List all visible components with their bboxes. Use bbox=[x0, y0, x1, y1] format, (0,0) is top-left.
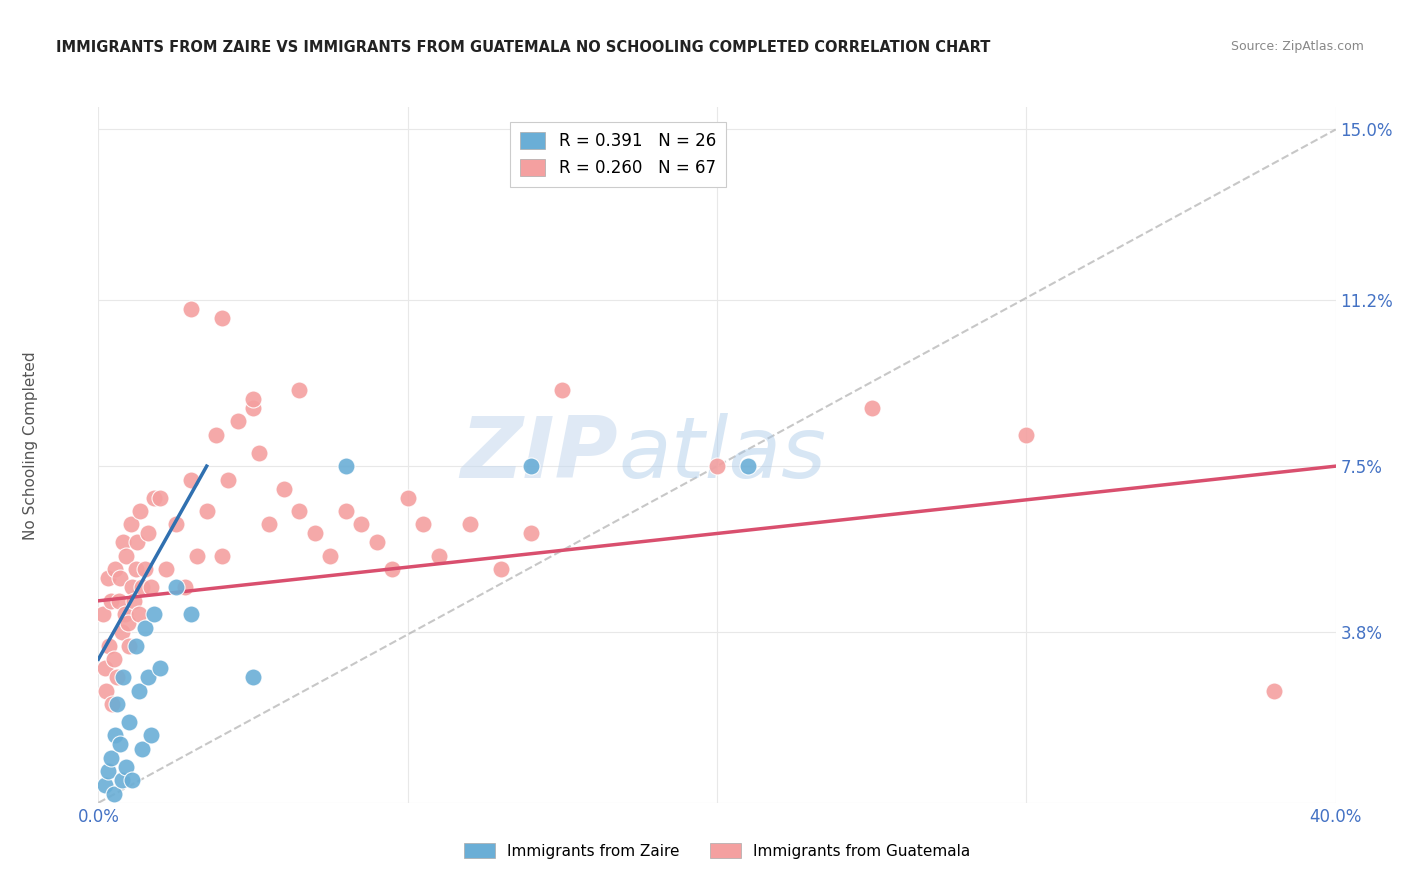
Point bbox=[98, 639, 121, 653]
Point bbox=[118, 639, 141, 653]
Point bbox=[122, 594, 145, 608]
Point bbox=[335, 459, 357, 474]
Point bbox=[105, 670, 128, 684]
Point bbox=[520, 526, 543, 541]
Point bbox=[149, 661, 172, 675]
Point bbox=[93, 778, 115, 792]
Point bbox=[103, 787, 125, 801]
Point bbox=[350, 517, 373, 532]
Point bbox=[100, 751, 122, 765]
Point bbox=[335, 504, 357, 518]
Point bbox=[139, 729, 162, 743]
Point bbox=[115, 549, 138, 563]
Point bbox=[155, 562, 177, 576]
Point bbox=[124, 639, 146, 653]
Point bbox=[104, 729, 127, 743]
Point bbox=[97, 571, 120, 585]
Point bbox=[706, 459, 728, 474]
Point bbox=[134, 562, 156, 576]
Text: Source: ZipAtlas.com: Source: ZipAtlas.com bbox=[1230, 40, 1364, 54]
Point bbox=[131, 580, 153, 594]
Point bbox=[108, 571, 131, 585]
Point bbox=[128, 683, 150, 698]
Point bbox=[107, 594, 129, 608]
Point bbox=[101, 697, 124, 711]
Point bbox=[165, 580, 187, 594]
Point bbox=[211, 549, 233, 563]
Point bbox=[100, 594, 122, 608]
Point bbox=[319, 549, 342, 563]
Point bbox=[143, 491, 166, 505]
Text: atlas: atlas bbox=[619, 413, 827, 497]
Point bbox=[111, 625, 132, 640]
Point bbox=[115, 760, 138, 774]
Legend: Immigrants from Zaire, Immigrants from Guatemala: Immigrants from Zaire, Immigrants from G… bbox=[458, 837, 976, 864]
Point bbox=[242, 401, 264, 415]
Point bbox=[217, 473, 239, 487]
Point bbox=[129, 504, 152, 518]
Point bbox=[186, 549, 208, 563]
Point bbox=[381, 562, 404, 576]
Point bbox=[128, 607, 150, 622]
Point bbox=[118, 714, 141, 729]
Point bbox=[396, 491, 419, 505]
Point bbox=[105, 697, 128, 711]
Point bbox=[117, 616, 139, 631]
Point bbox=[226, 414, 249, 428]
Point bbox=[97, 764, 120, 779]
Point bbox=[124, 562, 146, 576]
Point bbox=[127, 535, 149, 549]
Text: ZIP: ZIP bbox=[460, 413, 619, 497]
Point bbox=[91, 607, 114, 622]
Point bbox=[458, 517, 481, 532]
Point bbox=[134, 621, 156, 635]
Point bbox=[273, 482, 295, 496]
Point bbox=[304, 526, 326, 541]
Point bbox=[120, 517, 142, 532]
Point bbox=[247, 445, 270, 459]
Point bbox=[288, 504, 311, 518]
Point bbox=[520, 459, 543, 474]
Point bbox=[165, 517, 187, 532]
Text: No Schooling Completed: No Schooling Completed bbox=[24, 351, 38, 541]
Point bbox=[242, 392, 264, 406]
Point bbox=[143, 607, 166, 622]
Point bbox=[366, 535, 388, 549]
Point bbox=[211, 311, 233, 326]
Point bbox=[121, 580, 143, 594]
Point bbox=[180, 473, 202, 487]
Point bbox=[136, 670, 159, 684]
Point bbox=[737, 459, 759, 474]
Point bbox=[112, 670, 135, 684]
Point bbox=[205, 427, 228, 442]
Point bbox=[412, 517, 434, 532]
Point bbox=[104, 562, 127, 576]
Point bbox=[288, 383, 311, 397]
Point bbox=[131, 742, 153, 756]
Point bbox=[139, 580, 162, 594]
Point bbox=[136, 526, 159, 541]
Point bbox=[149, 491, 172, 505]
Point bbox=[427, 549, 450, 563]
Point bbox=[112, 535, 135, 549]
Point bbox=[180, 301, 202, 316]
Point bbox=[174, 580, 197, 594]
Point bbox=[108, 738, 131, 752]
Point bbox=[860, 401, 883, 415]
Point bbox=[114, 607, 136, 622]
Point bbox=[551, 383, 574, 397]
Point bbox=[257, 517, 280, 532]
Point bbox=[489, 562, 512, 576]
Point bbox=[93, 661, 115, 675]
Point bbox=[242, 670, 264, 684]
Point bbox=[111, 773, 132, 788]
Point bbox=[180, 607, 202, 622]
Point bbox=[96, 683, 118, 698]
Text: IMMIGRANTS FROM ZAIRE VS IMMIGRANTS FROM GUATEMALA NO SCHOOLING COMPLETED CORREL: IMMIGRANTS FROM ZAIRE VS IMMIGRANTS FROM… bbox=[56, 40, 991, 55]
Point bbox=[121, 773, 143, 788]
Point bbox=[103, 652, 125, 666]
Point bbox=[195, 504, 218, 518]
Point bbox=[1263, 683, 1285, 698]
Point bbox=[1015, 427, 1038, 442]
